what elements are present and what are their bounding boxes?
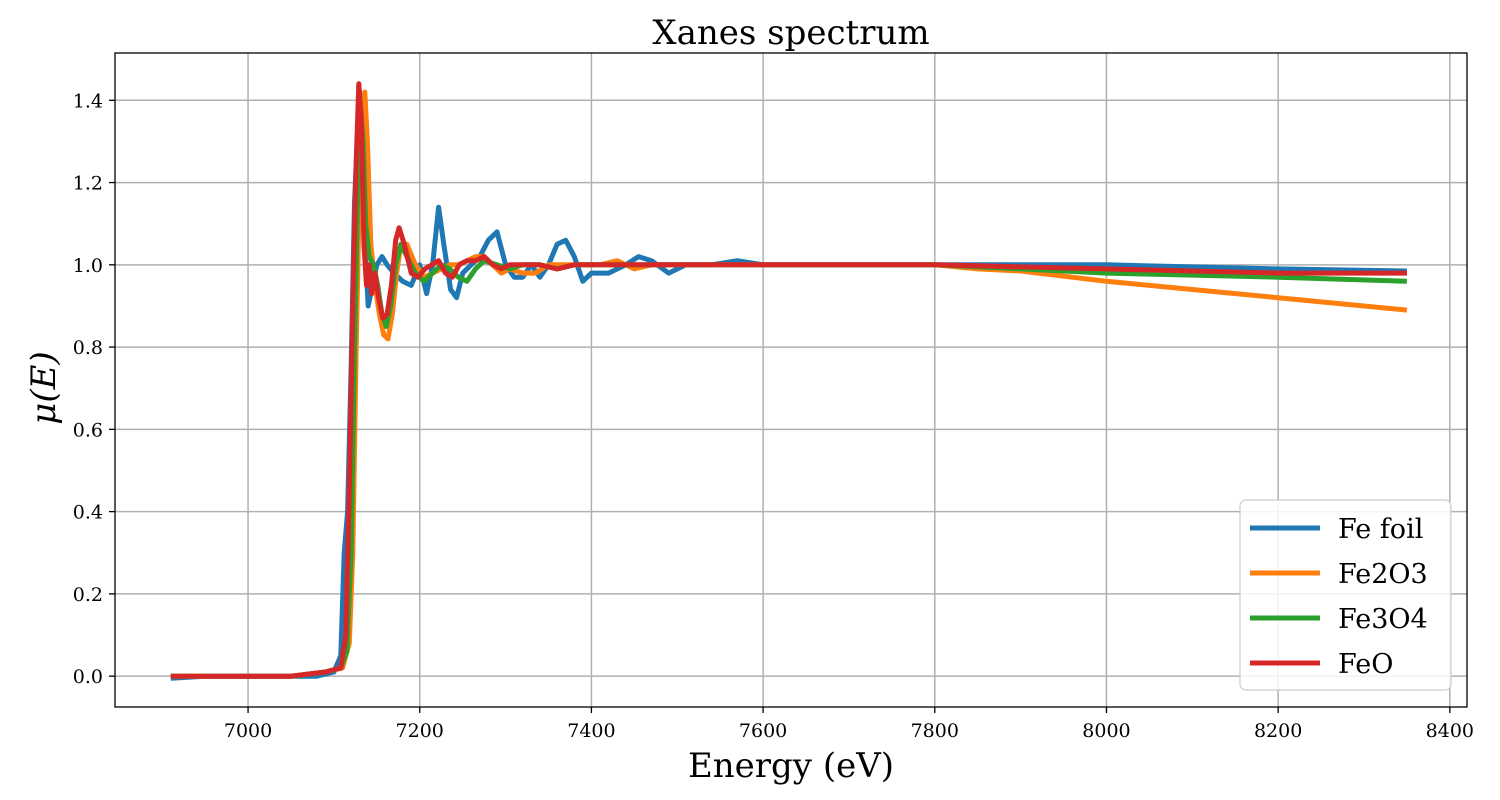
y-tick-label: 0.6 xyxy=(73,419,103,441)
y-tick-label: 0.2 xyxy=(73,584,103,606)
x-tick-label: 7800 xyxy=(911,720,959,742)
legend-label: Fe3O4 xyxy=(1338,604,1428,635)
x-axis-title: Energy (eV) xyxy=(688,746,894,786)
legend-label: Fe2O3 xyxy=(1338,559,1428,590)
legend-label: FeO xyxy=(1338,649,1393,680)
x-axis-ticks: 7000 7200 7400 7600 7800 8000 8200 8400 xyxy=(224,707,1474,742)
x-tick-label: 7400 xyxy=(567,720,615,742)
x-tick-label: 8200 xyxy=(1254,720,1302,742)
y-tick-label: 1.0 xyxy=(73,255,103,277)
series-lines xyxy=(170,81,1408,681)
y-axis-ticks: 0.0 0.2 0.4 0.6 0.8 1.0 1.2 1.4 xyxy=(73,90,115,688)
legend: Fe foil Fe2O3 Fe3O4 FeO xyxy=(1239,499,1452,691)
x-tick-label: 7200 xyxy=(396,720,444,742)
x-tick-label: 7600 xyxy=(739,720,787,742)
x-tick-label: 8000 xyxy=(1082,720,1130,742)
series-line-feo xyxy=(170,81,1407,679)
plot-frame xyxy=(114,52,1468,708)
y-tick-label: 1.2 xyxy=(73,173,103,195)
legend-label: Fe foil xyxy=(1338,514,1423,545)
y-tick-label: 0.8 xyxy=(73,337,103,359)
y-tick-label: 0.0 xyxy=(73,666,103,688)
x-tick-label: 8400 xyxy=(1426,720,1474,742)
y-tick-label: 0.4 xyxy=(73,502,103,524)
legend-box xyxy=(1239,499,1452,691)
y-axis-title: μ(E) xyxy=(24,351,64,424)
x-tick-label: 7000 xyxy=(224,720,272,742)
y-tick-label: 1.4 xyxy=(73,90,103,112)
chart-title: Xanes spectrum xyxy=(652,13,929,53)
